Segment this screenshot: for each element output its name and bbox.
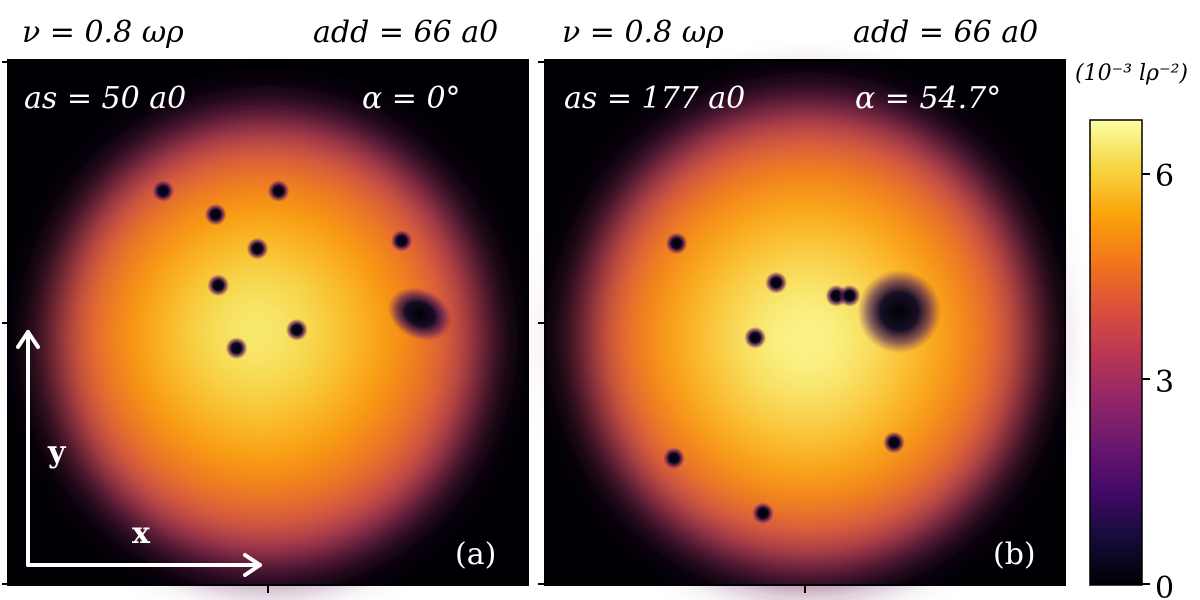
panel-a-nu-label: ν = 0.8 ωρ [22, 15, 184, 50]
vortex-core [665, 232, 688, 255]
panel-a-as-label: as = 50 a0 [24, 81, 186, 116]
x-axis-label: x [132, 516, 151, 551]
colorbar-tick-label-6: 6 [1155, 159, 1174, 194]
vortex-core [883, 431, 906, 454]
vortex-core [838, 284, 861, 307]
panel-b-ticks [538, 61, 806, 593]
large-vortex-core [857, 269, 942, 354]
panel-a-ticks [2, 61, 269, 593]
vortex-core [246, 237, 269, 260]
colorbar-ticks [1142, 173, 1150, 585]
vortex-core [152, 180, 175, 202]
panel-a: ν = 0.8 ωρ add = 66 a0 as = 50 a0 α = 0°… [2, 15, 529, 593]
panel-b-panel-label: (b) [993, 537, 1036, 572]
panel-b-nu-label: ν = 0.8 ωρ [562, 15, 724, 50]
panel-a-alpha-label: α = 0° [362, 81, 461, 116]
vortex-core [267, 180, 290, 202]
vortex-core [765, 271, 788, 294]
vortex-core [390, 229, 413, 252]
large-vortex-core [387, 287, 453, 341]
panel-b-density-map [576, 90, 1040, 582]
panel-a-add-label: add = 66 a0 [313, 15, 498, 50]
vortex-core [663, 447, 685, 470]
panel-b-as-label: as = 177 a0 [564, 81, 745, 116]
vortex-core [204, 203, 227, 226]
panel-a-density-map [46, 104, 490, 576]
colorbar: (10⁻³ lρ⁻²) 0 3 6 [1075, 61, 1188, 600]
vortex-core [207, 274, 230, 297]
colorbar-tick-label-0: 0 [1155, 571, 1174, 600]
colorbar-gradient [1089, 119, 1143, 586]
panel-b: ν = 0.8 ωρ add = 66 a0 as = 177 a0 α = 5… [538, 15, 1066, 593]
colorbar-tick-label-3: 3 [1155, 365, 1174, 400]
panel-b-alpha-label: α = 54.7° [855, 81, 1001, 116]
y-arrow-head-icon [16, 330, 40, 349]
axis-arrows [16, 330, 262, 577]
condensate-cloud [576, 90, 1040, 582]
y-axis-label: y [47, 435, 67, 470]
condensate-cloud [46, 104, 490, 576]
colorbar-unit-label: (10⁻³ lρ⁻²) [1075, 61, 1188, 86]
x-arrow-head-icon [243, 553, 262, 577]
panel-b-add-label: add = 66 a0 [853, 15, 1038, 50]
panel-a-panel-label: (a) [455, 537, 496, 572]
vortex-core [752, 502, 775, 525]
vortex-core [225, 337, 248, 360]
vortex-core [744, 326, 767, 349]
vortex-core [285, 318, 308, 341]
